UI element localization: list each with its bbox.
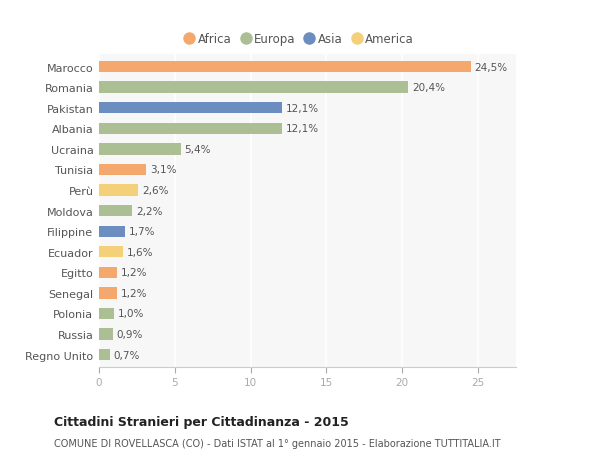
Text: 0,7%: 0,7% <box>113 350 140 360</box>
Text: 1,2%: 1,2% <box>121 288 148 298</box>
Bar <box>99 349 110 360</box>
Bar <box>99 144 181 155</box>
Bar <box>99 329 113 340</box>
Text: 1,7%: 1,7% <box>128 227 155 237</box>
Text: 24,5%: 24,5% <box>474 62 508 73</box>
Text: 1,2%: 1,2% <box>121 268 148 278</box>
Bar <box>99 185 139 196</box>
Bar <box>99 288 117 299</box>
Text: 12,1%: 12,1% <box>286 103 319 113</box>
Text: 2,6%: 2,6% <box>142 185 169 196</box>
Bar <box>99 103 283 114</box>
Bar <box>99 123 283 134</box>
Text: 12,1%: 12,1% <box>286 124 319 134</box>
Bar <box>99 308 114 319</box>
Text: 1,0%: 1,0% <box>118 309 145 319</box>
Bar <box>99 226 125 237</box>
Text: 20,4%: 20,4% <box>412 83 445 93</box>
Bar <box>99 82 409 94</box>
Bar <box>99 246 123 258</box>
Bar <box>99 267 117 279</box>
Text: 3,1%: 3,1% <box>150 165 176 175</box>
Text: 2,2%: 2,2% <box>136 206 163 216</box>
Text: Cittadini Stranieri per Cittadinanza - 2015: Cittadini Stranieri per Cittadinanza - 2… <box>54 415 349 428</box>
Text: 5,4%: 5,4% <box>185 145 211 155</box>
Text: 1,6%: 1,6% <box>127 247 154 257</box>
Legend: Africa, Europa, Asia, America: Africa, Europa, Asia, America <box>185 33 413 46</box>
Text: 0,9%: 0,9% <box>116 330 143 339</box>
Bar <box>99 62 470 73</box>
Bar <box>99 206 133 217</box>
Bar <box>99 164 146 176</box>
Text: COMUNE DI ROVELLASCA (CO) - Dati ISTAT al 1° gennaio 2015 - Elaborazione TUTTITA: COMUNE DI ROVELLASCA (CO) - Dati ISTAT a… <box>54 438 500 448</box>
